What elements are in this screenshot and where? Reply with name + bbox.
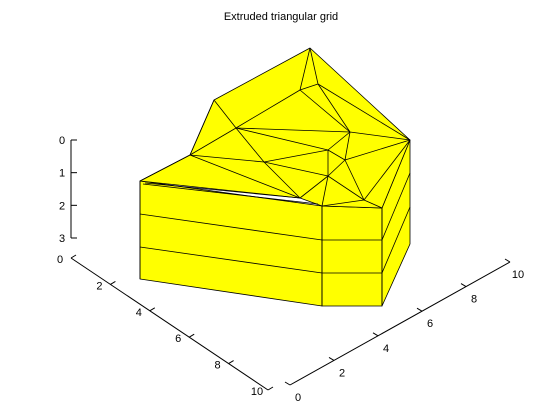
mesh-edge: [327, 159, 346, 177]
mesh-edge: [189, 154, 265, 163]
y-tick-label: 4: [136, 307, 142, 319]
mesh-edge: [321, 199, 365, 207]
mesh-edge: [309, 47, 319, 85]
mesh-edge: [349, 131, 411, 141]
mesh-edge: [299, 83, 319, 91]
x-axis-line: [289, 261, 511, 386]
top-edge-line: [144, 182, 301, 199]
mesh-edge: [317, 83, 351, 133]
x-tick-label: 4: [383, 343, 389, 355]
extruded-solid: [139, 47, 411, 307]
y-tick-label: 10: [251, 386, 263, 398]
mesh-edge: [263, 161, 301, 199]
top-triangulation: [139, 47, 411, 209]
x-tick-label: 2: [339, 367, 345, 379]
x-tick-mark: [460, 283, 467, 288]
mesh-edge: [299, 89, 351, 133]
z-tick-label: 0: [59, 135, 65, 147]
x-tick-label: 10: [512, 269, 524, 281]
mesh-edge: [327, 175, 365, 201]
y-tick-mark: [149, 307, 156, 312]
y-tick-mark: [110, 280, 116, 285]
mesh-edge: [327, 131, 351, 151]
mesh-edge: [189, 127, 237, 156]
mesh-edge: [299, 47, 311, 91]
y-tick-mark: [70, 254, 77, 259]
mesh-edge: [263, 149, 329, 163]
y-tick-label: 8: [215, 360, 221, 372]
x-tick-mark: [416, 307, 423, 312]
mesh-edge: [263, 161, 329, 177]
layer-line: [139, 246, 323, 274]
x-tick-mark: [284, 381, 291, 386]
y-tick-label: 2: [96, 280, 102, 292]
y-axis-line: [70, 257, 269, 391]
axes: [70, 140, 511, 391]
x-tick-label: 8: [471, 294, 477, 306]
mesh-edge: [235, 89, 301, 129]
top-surface: [139, 47, 411, 209]
mesh-edge: [235, 127, 351, 133]
layer-line: [139, 213, 323, 241]
front-left-wall: [139, 180, 323, 307]
chart-title: Extruded triangular grid: [224, 11, 338, 23]
z-tick-label: 3: [59, 233, 65, 245]
top-edge-line: [142, 183, 319, 205]
y-tick-mark: [188, 333, 195, 338]
mesh-edge: [321, 175, 329, 207]
y-tick-mark: [228, 360, 234, 365]
mesh-edge: [235, 127, 265, 163]
mesh-edge: [363, 199, 383, 209]
y-tick-mark: [267, 386, 274, 391]
mesh-edge: [235, 127, 329, 151]
mesh-edge: [363, 139, 411, 201]
y-tick-label: 6: [175, 333, 181, 345]
y-tick-label: 0: [57, 254, 63, 266]
mesh-edge: [344, 159, 365, 201]
layer-line: [381, 206, 411, 274]
x-tick-label: 0: [295, 392, 301, 404]
mesh-edge: [139, 154, 191, 182]
x-tick-mark: [504, 258, 511, 263]
front-middle-wall: [321, 205, 383, 307]
mesh-edge: [189, 154, 301, 199]
x-tick-mark: [328, 356, 335, 361]
mesh-edge: [299, 175, 329, 199]
mesh-edge: [327, 149, 346, 161]
tick-group: 0 1 2 3 0 2 4 6 8 10 0 2 4 6 8 10: [57, 135, 524, 404]
mesh-edge: [344, 131, 351, 161]
x-tick-label: 6: [427, 318, 433, 330]
x-tick-mark: [372, 332, 379, 337]
z-tick-label: 1: [59, 168, 65, 180]
mesh-edge: [213, 99, 237, 129]
mesh-edge: [344, 139, 411, 161]
mesh-edge: [317, 83, 411, 141]
mesh-edge: [189, 99, 215, 156]
layer-line: [381, 172, 411, 241]
z-tick-label: 2: [59, 200, 65, 212]
